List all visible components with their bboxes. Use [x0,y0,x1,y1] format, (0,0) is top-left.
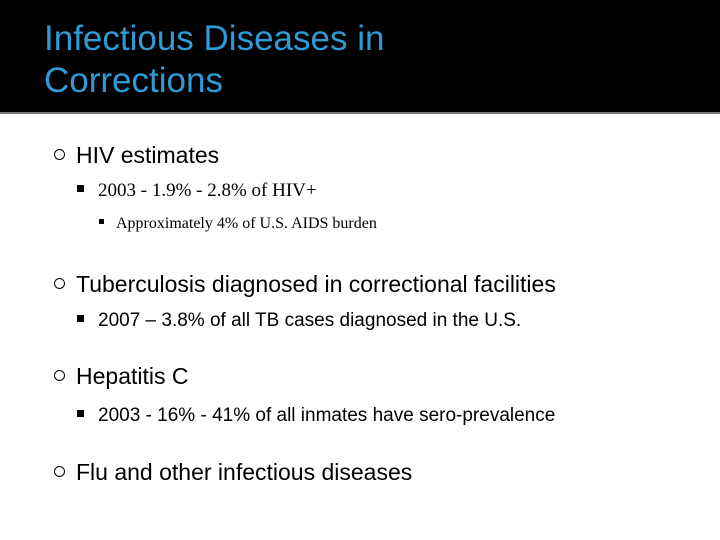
square-bullet-icon [77,185,84,192]
bullet-hepatitis-c: Hepatitis C [54,362,188,390]
bullet-tuberculosis: Tuberculosis diagnosed in correctional f… [54,270,556,298]
bullet-text: HIV estimates [76,142,220,168]
title-divider [0,112,720,114]
square-bullet-icon [77,315,84,322]
title-band [0,0,720,112]
small-square-bullet-icon [99,219,104,224]
sub-bullet-tb-2007: 2007 – 3.8% of all TB cases diagnosed in… [77,309,521,333]
hollow-circle-bullet-icon [54,278,65,289]
sub-sub-bullet-text: Approximately 4% of U.S. AIDS burden [116,215,377,232]
slide-title-line-2: Corrections [44,61,223,100]
square-bullet-icon [77,410,84,417]
sub-bullet-text: 2007 – 3.8% of all TB cases diagnosed in… [98,310,522,331]
bullet-hiv-estimates: HIV estimates [54,141,219,169]
sub-bullet-text: 2003 - 1.9% - 2.8% of HIV+ [98,180,317,201]
bullet-text: Hepatitis C [76,363,189,389]
slide-title-line-1: Infectious Diseases in [44,19,385,58]
sub-bullet-hepatitis-2003: 2003 - 16% - 41% of all inmates have ser… [77,404,555,428]
sub-bullet-hiv-2003: 2003 - 1.9% - 2.8% of HIV+ [77,179,317,203]
slide-title: Infectious Diseases in Corrections [44,18,684,102]
bullet-flu: Flu and other infectious diseases [54,458,412,486]
hollow-circle-bullet-icon [54,370,65,381]
bullet-text: Tuberculosis diagnosed in correctional f… [76,271,556,297]
hollow-circle-bullet-icon [54,466,65,477]
sub-sub-bullet-aids-burden: Approximately 4% of U.S. AIDS burden [99,214,377,234]
hollow-circle-bullet-icon [54,149,65,160]
bullet-text: Flu and other infectious diseases [76,459,413,485]
sub-bullet-text: 2003 - 16% - 41% of all inmates have ser… [98,405,556,426]
